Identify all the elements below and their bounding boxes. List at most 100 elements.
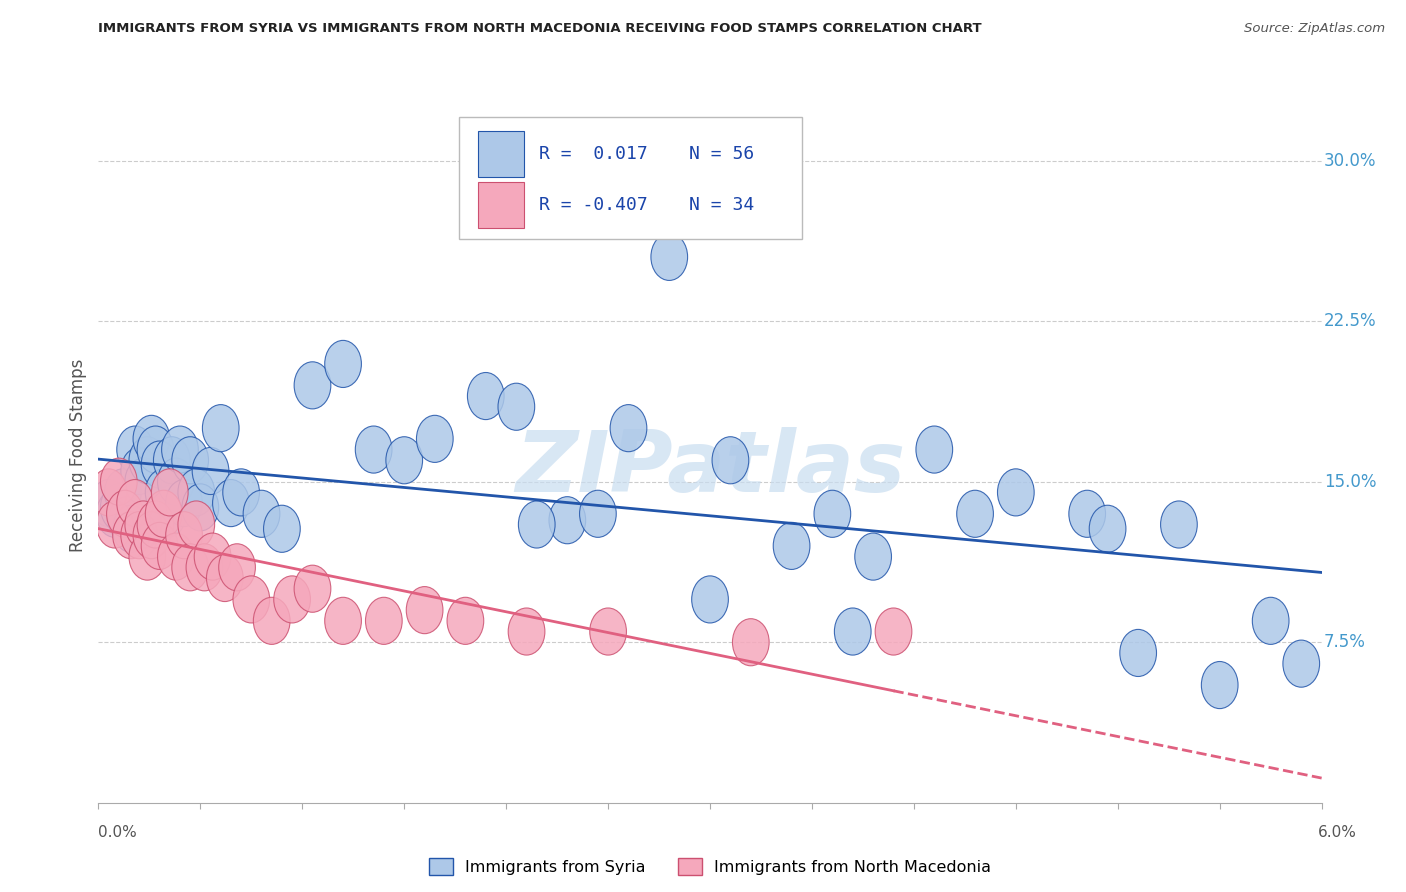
Ellipse shape — [172, 437, 208, 483]
Ellipse shape — [172, 544, 208, 591]
Ellipse shape — [194, 533, 231, 580]
Ellipse shape — [1119, 630, 1157, 676]
Text: 22.5%: 22.5% — [1324, 312, 1376, 330]
Ellipse shape — [773, 523, 810, 569]
Ellipse shape — [356, 426, 392, 473]
Text: IMMIGRANTS FROM SYRIA VS IMMIGRANTS FROM NORTH MACEDONIA RECEIVING FOOD STAMPS C: IMMIGRANTS FROM SYRIA VS IMMIGRANTS FROM… — [98, 22, 981, 36]
Ellipse shape — [145, 469, 181, 516]
Ellipse shape — [1160, 501, 1198, 548]
Ellipse shape — [711, 437, 749, 483]
Ellipse shape — [157, 533, 194, 580]
Ellipse shape — [100, 483, 138, 531]
Ellipse shape — [610, 405, 647, 451]
Ellipse shape — [447, 598, 484, 644]
Ellipse shape — [108, 497, 145, 544]
FancyBboxPatch shape — [478, 131, 524, 178]
Ellipse shape — [467, 373, 505, 419]
Ellipse shape — [121, 512, 157, 558]
Ellipse shape — [253, 598, 290, 644]
Ellipse shape — [406, 587, 443, 633]
Ellipse shape — [1253, 598, 1289, 644]
Ellipse shape — [129, 437, 166, 483]
Text: ZIPatlas: ZIPatlas — [515, 427, 905, 510]
Ellipse shape — [1282, 640, 1320, 687]
Ellipse shape — [1201, 662, 1239, 708]
Text: N = 56: N = 56 — [689, 145, 755, 163]
Ellipse shape — [366, 598, 402, 644]
Ellipse shape — [153, 437, 190, 483]
Ellipse shape — [814, 491, 851, 537]
Text: 6.0%: 6.0% — [1317, 825, 1357, 840]
Ellipse shape — [138, 501, 174, 548]
Ellipse shape — [692, 576, 728, 623]
Ellipse shape — [325, 598, 361, 644]
Legend: Immigrants from Syria, Immigrants from North Macedonia: Immigrants from Syria, Immigrants from N… — [429, 858, 991, 875]
Ellipse shape — [117, 480, 153, 526]
Text: N = 34: N = 34 — [689, 196, 755, 214]
Ellipse shape — [152, 469, 188, 516]
Ellipse shape — [508, 608, 546, 655]
Ellipse shape — [589, 608, 627, 655]
Ellipse shape — [121, 448, 157, 494]
Ellipse shape — [855, 533, 891, 580]
Ellipse shape — [145, 491, 181, 537]
Ellipse shape — [157, 458, 194, 505]
Ellipse shape — [875, 608, 912, 655]
Ellipse shape — [141, 523, 179, 569]
Text: Source: ZipAtlas.com: Source: ZipAtlas.com — [1244, 22, 1385, 36]
Ellipse shape — [193, 448, 229, 494]
Ellipse shape — [243, 491, 280, 537]
Ellipse shape — [263, 505, 301, 552]
Ellipse shape — [90, 469, 127, 516]
Text: R =  0.017: R = 0.017 — [538, 145, 648, 163]
Text: 15.0%: 15.0% — [1324, 473, 1376, 491]
Ellipse shape — [294, 566, 330, 612]
Ellipse shape — [100, 458, 138, 505]
Ellipse shape — [181, 483, 219, 531]
Ellipse shape — [138, 426, 174, 473]
Ellipse shape — [112, 505, 149, 552]
Ellipse shape — [134, 416, 170, 462]
Ellipse shape — [915, 426, 953, 473]
Ellipse shape — [179, 501, 215, 548]
Ellipse shape — [97, 501, 134, 548]
Ellipse shape — [519, 501, 555, 548]
Ellipse shape — [97, 491, 134, 537]
Ellipse shape — [548, 497, 586, 544]
Text: 30.0%: 30.0% — [1324, 152, 1376, 169]
Ellipse shape — [104, 469, 141, 516]
Ellipse shape — [997, 469, 1035, 516]
Ellipse shape — [233, 576, 270, 623]
Ellipse shape — [294, 362, 330, 409]
Ellipse shape — [166, 512, 202, 558]
Ellipse shape — [125, 501, 162, 548]
Ellipse shape — [212, 480, 249, 526]
Ellipse shape — [166, 480, 202, 526]
Ellipse shape — [1069, 491, 1105, 537]
Ellipse shape — [834, 608, 872, 655]
Text: 7.5%: 7.5% — [1324, 633, 1367, 651]
Ellipse shape — [141, 441, 179, 488]
Ellipse shape — [498, 384, 534, 430]
Y-axis label: Receiving Food Stamps: Receiving Food Stamps — [69, 359, 87, 551]
Ellipse shape — [125, 458, 162, 505]
Ellipse shape — [651, 234, 688, 280]
Ellipse shape — [112, 512, 149, 558]
Ellipse shape — [186, 544, 222, 591]
Ellipse shape — [129, 533, 166, 580]
Ellipse shape — [107, 491, 143, 537]
Ellipse shape — [162, 426, 198, 473]
Ellipse shape — [579, 491, 616, 537]
Ellipse shape — [90, 480, 127, 526]
Ellipse shape — [1090, 505, 1126, 552]
FancyBboxPatch shape — [460, 118, 801, 239]
Ellipse shape — [207, 555, 243, 601]
Ellipse shape — [416, 416, 453, 462]
Ellipse shape — [325, 341, 361, 387]
Text: 0.0%: 0.0% — [98, 825, 138, 840]
Ellipse shape — [733, 619, 769, 665]
Ellipse shape — [385, 437, 423, 483]
Ellipse shape — [222, 469, 260, 516]
Ellipse shape — [149, 491, 186, 537]
Ellipse shape — [274, 576, 311, 623]
